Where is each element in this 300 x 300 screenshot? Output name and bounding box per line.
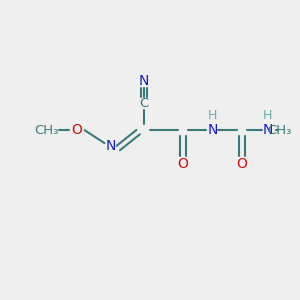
Text: N: N <box>105 139 116 153</box>
Text: O: O <box>237 157 248 171</box>
Text: CH₃: CH₃ <box>34 124 58 137</box>
Text: C: C <box>140 97 149 110</box>
Text: H: H <box>263 109 273 122</box>
Text: N: N <box>207 123 218 137</box>
Text: N: N <box>139 74 149 88</box>
Text: CH₃: CH₃ <box>267 124 292 137</box>
Text: H: H <box>208 109 217 122</box>
Text: O: O <box>71 123 82 137</box>
Text: N: N <box>263 123 273 137</box>
Text: O: O <box>177 157 188 171</box>
